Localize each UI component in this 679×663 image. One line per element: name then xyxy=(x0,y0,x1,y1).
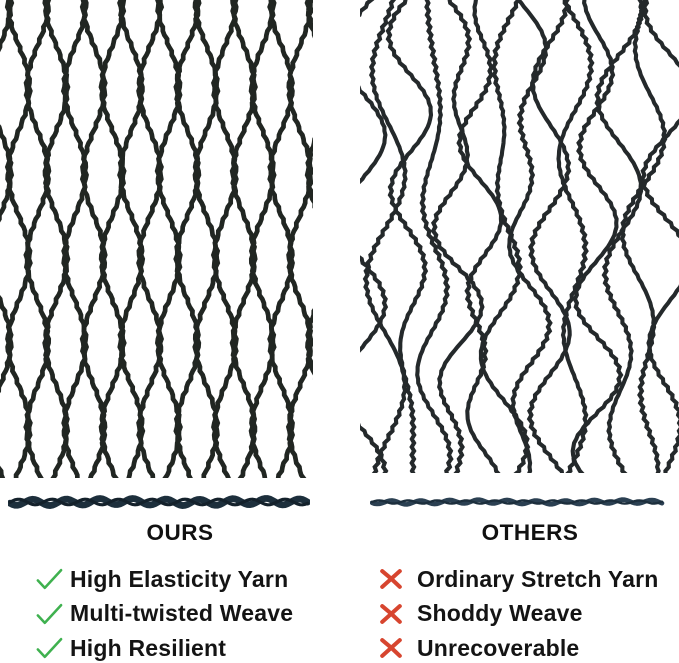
feature-item: Unrecoverable xyxy=(379,631,659,663)
check-icon xyxy=(36,638,63,659)
cross-icon xyxy=(380,638,402,659)
check-icon xyxy=(36,569,63,590)
feature-label: Shoddy Weave xyxy=(417,600,583,627)
ours-net-image xyxy=(0,0,313,478)
feature-item: High Resilient xyxy=(35,631,293,663)
feature-label: High Elasticity Yarn xyxy=(70,565,289,592)
cross-icon-wrap xyxy=(379,603,403,625)
check-icon xyxy=(36,603,63,624)
cross-icon xyxy=(380,603,402,624)
feature-list-ours: High Elasticity Yarn Multi-twisted Weave H… xyxy=(35,562,293,663)
panel-title-others: OTHERS xyxy=(481,520,579,545)
feature-label: Unrecoverable xyxy=(417,634,580,661)
cross-icon-wrap xyxy=(379,637,403,659)
feature-label: Ordinary Stretch Yarn xyxy=(417,565,659,592)
others-yarn-sample xyxy=(370,494,666,510)
check-icon-wrap xyxy=(35,636,63,660)
ours-yarn-sample xyxy=(8,491,310,513)
feature-item: Shoddy Weave xyxy=(379,597,659,632)
feature-item: High Elasticity Yarn xyxy=(35,562,293,597)
cross-icon-wrap xyxy=(379,568,403,590)
others-net-image xyxy=(360,0,679,473)
feature-label: Multi-twisted Weave xyxy=(70,600,294,627)
cross-icon xyxy=(380,569,402,590)
panel-title-ours: OURS xyxy=(146,520,214,545)
feature-list-others: Ordinary Stretch Yarn Shoddy Weave Unrecov… xyxy=(379,562,659,663)
check-icon-wrap xyxy=(35,567,63,591)
check-icon-wrap xyxy=(35,602,63,626)
feature-label: High Resilient xyxy=(70,634,227,661)
feature-item: Multi-twisted Weave xyxy=(35,597,293,632)
feature-item: Ordinary Stretch Yarn xyxy=(379,562,659,597)
